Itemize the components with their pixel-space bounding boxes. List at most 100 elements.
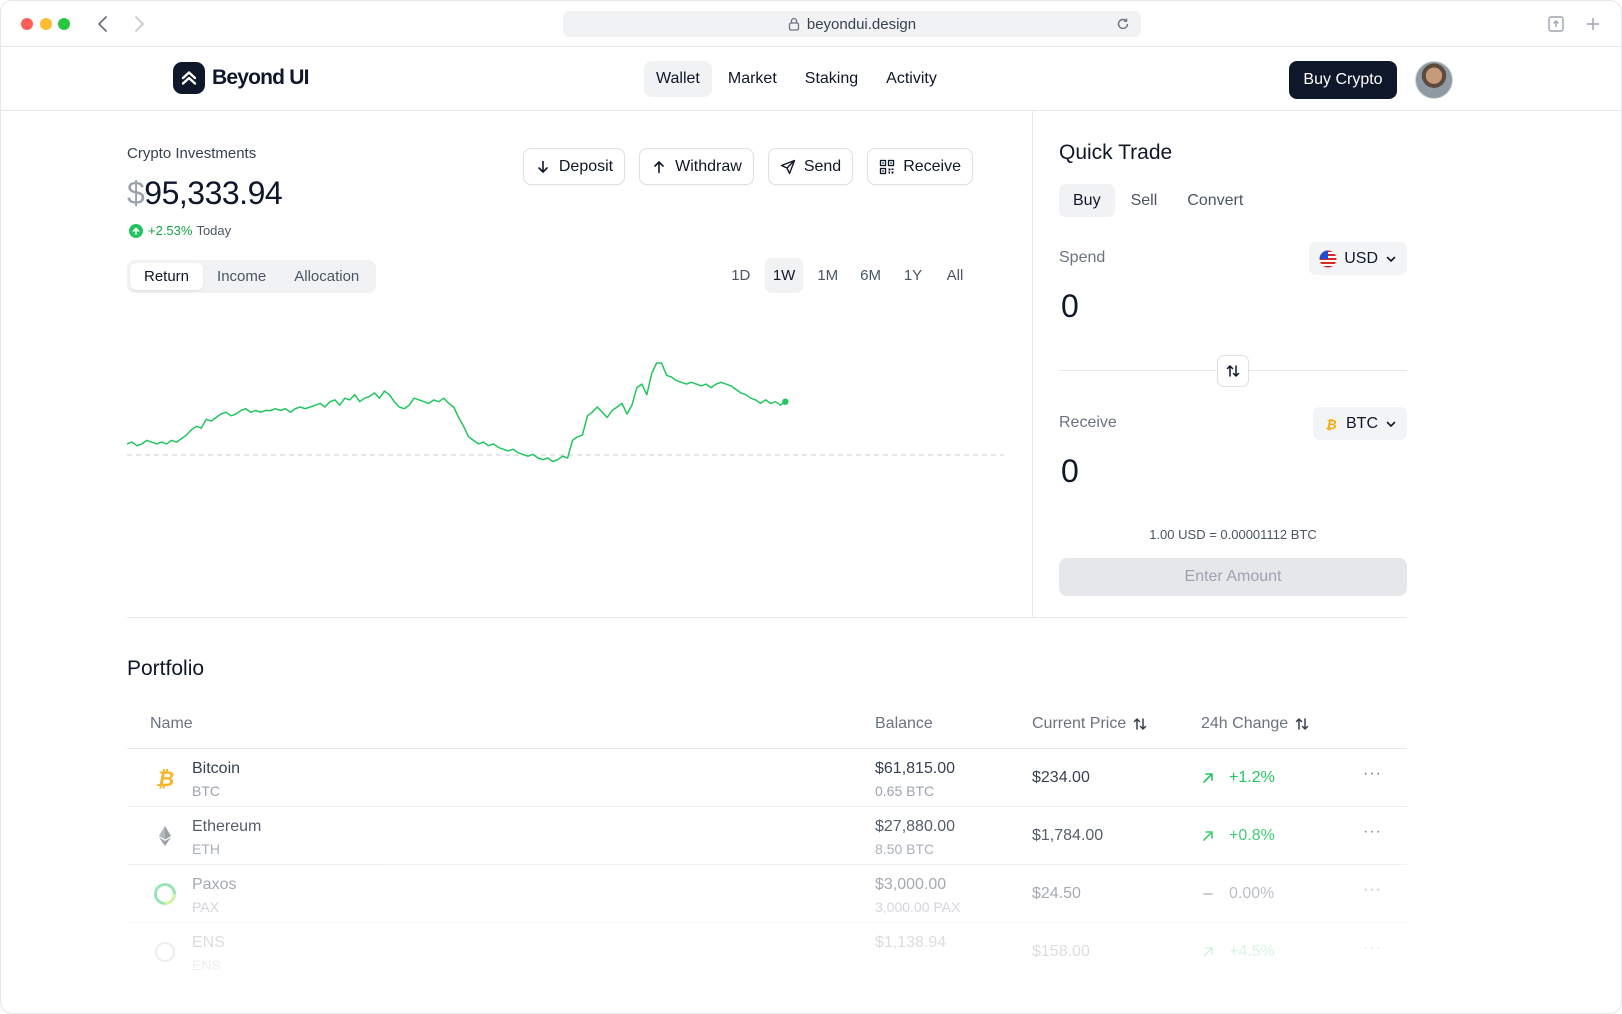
withdraw-label: Withdraw bbox=[675, 157, 742, 175]
coin-balance: $3,000.00 bbox=[875, 876, 947, 893]
chevron-down-icon bbox=[1386, 256, 1396, 262]
send-label: Send bbox=[803, 157, 842, 175]
change-period: Today bbox=[196, 223, 232, 238]
us-flag-icon bbox=[1319, 250, 1337, 267]
table-row[interactable]: ₿ Bitcoin BTC $61,815.00 0.65 BTC $234.0… bbox=[127, 749, 1407, 807]
tab-sell[interactable]: Sell bbox=[1130, 191, 1158, 209]
range-1y[interactable]: 1Y bbox=[903, 267, 923, 284]
browser-toolbar: beyondui.design bbox=[1, 1, 1621, 47]
deposit-label: Deposit bbox=[558, 157, 614, 175]
panel-divider bbox=[1032, 111, 1033, 618]
tab-convert[interactable]: Convert bbox=[1187, 191, 1244, 209]
new-tab-icon[interactable] bbox=[1583, 14, 1603, 34]
receive-currency-select[interactable]: ₿ BTC bbox=[1313, 407, 1407, 440]
nav-item-market[interactable]: Market bbox=[727, 70, 777, 87]
receive-button[interactable]: Receive bbox=[867, 148, 973, 185]
paxos-icon bbox=[154, 883, 176, 905]
trend-flat-icon bbox=[1203, 893, 1213, 895]
spend-amount[interactable]: 0 bbox=[1061, 288, 1079, 324]
ethereum-icon bbox=[159, 826, 171, 846]
tab-return[interactable]: Return bbox=[130, 263, 204, 290]
arrow-up-icon bbox=[654, 160, 664, 173]
spend-currency: USD bbox=[1344, 249, 1378, 267]
coin-balance: $1,138.94 bbox=[875, 934, 947, 951]
more-options-icon[interactable]: ··· bbox=[1363, 939, 1382, 956]
table-row[interactable]: Paxos PAX $3,000.00 3,000.00 PAX $24.50 … bbox=[127, 865, 1407, 923]
tab-allocation[interactable]: Allocation bbox=[294, 268, 360, 285]
coin-change: +1.2% bbox=[1229, 769, 1275, 786]
swap-button[interactable] bbox=[1217, 355, 1249, 387]
coin-name: ENS bbox=[192, 934, 225, 951]
receive-amount[interactable]: 0 bbox=[1061, 453, 1079, 489]
forward-arrow-icon[interactable] bbox=[129, 13, 149, 35]
minimize-window-button[interactable] bbox=[40, 18, 52, 30]
tab-income[interactable]: Income bbox=[217, 268, 267, 285]
user-avatar[interactable] bbox=[1415, 61, 1453, 99]
receive-currency: BTC bbox=[1346, 414, 1378, 432]
chevron-down-icon bbox=[1386, 421, 1396, 427]
section-divider bbox=[127, 617, 1407, 618]
spend-currency-select[interactable]: USD bbox=[1309, 242, 1407, 275]
deposit-button[interactable]: Deposit bbox=[522, 148, 626, 185]
withdraw-button[interactable]: Withdraw bbox=[639, 148, 754, 185]
column-balance-label: Balance bbox=[875, 715, 933, 732]
more-options-icon[interactable]: ··· bbox=[1363, 765, 1382, 782]
send-button[interactable]: Send bbox=[767, 148, 854, 185]
address-bar[interactable]: beyondui.design bbox=[563, 11, 1141, 37]
coin-change: +0.8% bbox=[1229, 827, 1275, 844]
column-name[interactable]: Name bbox=[150, 715, 193, 733]
close-window-button[interactable] bbox=[21, 18, 33, 30]
portfolio-table: Name Balance Current Price 24h Change ₿ … bbox=[127, 701, 1407, 981]
column-change-label: 24h Change bbox=[1201, 715, 1289, 732]
time-range-selector: 1D 1W 1M 6M 1Y All bbox=[723, 258, 973, 293]
maximize-window-button[interactable] bbox=[58, 18, 70, 30]
range-1w[interactable]: 1W bbox=[764, 258, 804, 293]
column-24h-change[interactable]: 24h Change bbox=[1201, 715, 1310, 733]
nav-item-activity[interactable]: Activity bbox=[886, 70, 937, 87]
share-icon[interactable] bbox=[1546, 14, 1566, 34]
coin-balance-amount: 8.50 BTC bbox=[875, 841, 935, 857]
range-6m[interactable]: 6M bbox=[860, 267, 881, 284]
sort-icon[interactable] bbox=[1132, 716, 1148, 732]
coin-name: Bitcoin bbox=[192, 760, 241, 777]
table-row[interactable]: ENS ENS $1,138.94 $158.00 +4.5% ··· bbox=[127, 923, 1407, 981]
range-1m[interactable]: 1M bbox=[817, 267, 839, 284]
coin-name: Paxos bbox=[192, 876, 237, 893]
svg-text:₿: ₿ bbox=[1325, 418, 1336, 432]
brand-logo[interactable]: Beyond UI bbox=[173, 62, 309, 94]
logo-mark-icon bbox=[173, 62, 205, 94]
app-header: Beyond UI Wallet Market Staking Activity… bbox=[1, 47, 1621, 111]
column-price-label: Current Price bbox=[1032, 715, 1127, 732]
more-options-icon[interactable]: ··· bbox=[1363, 823, 1382, 840]
quick-trade-title: Quick Trade bbox=[1059, 141, 1173, 164]
quick-trade-panel: Quick Trade Buy Sell Convert Spend USD 0 bbox=[1059, 111, 1407, 618]
tab-buy[interactable]: Buy bbox=[1059, 184, 1115, 217]
swap-arrows-icon bbox=[1226, 365, 1240, 377]
range-1d[interactable]: 1D bbox=[731, 267, 751, 284]
more-options-icon[interactable]: ··· bbox=[1363, 881, 1382, 898]
chart-mode-tabs: Return Income Allocation bbox=[127, 260, 377, 293]
current-point-marker[interactable] bbox=[782, 398, 789, 405]
table-row[interactable]: Ethereum ETH $27,880.00 8.50 BTC $1,784.… bbox=[127, 807, 1407, 865]
bitcoin-icon: ₿ bbox=[156, 767, 174, 790]
enter-amount-button[interactable]: Enter Amount bbox=[1059, 558, 1407, 596]
url-text: beyondui.design bbox=[806, 15, 917, 33]
coin-symbol: BTC bbox=[192, 783, 220, 799]
currency-symbol: $ bbox=[127, 175, 145, 211]
coin-price: $234.00 bbox=[1032, 769, 1090, 786]
nav-item-staking[interactable]: Staking bbox=[804, 70, 859, 87]
back-arrow-icon[interactable] bbox=[93, 13, 113, 35]
column-current-price[interactable]: Current Price bbox=[1032, 715, 1148, 733]
column-balance[interactable]: Balance bbox=[875, 715, 933, 733]
nav-item-wallet[interactable]: Wallet bbox=[644, 61, 712, 97]
sort-icon[interactable] bbox=[1294, 716, 1310, 732]
trend-up-icon bbox=[1203, 773, 1213, 783]
reload-icon[interactable] bbox=[1115, 16, 1131, 32]
buy-crypto-button[interactable]: Buy Crypto bbox=[1289, 61, 1397, 99]
range-all[interactable]: All bbox=[946, 267, 964, 284]
send-icon bbox=[780, 159, 796, 174]
trade-type-tabs: Buy Sell Convert bbox=[1059, 184, 1257, 217]
coin-balance-amount: 0.65 BTC bbox=[875, 783, 935, 799]
coin-price: $24.50 bbox=[1032, 885, 1081, 902]
